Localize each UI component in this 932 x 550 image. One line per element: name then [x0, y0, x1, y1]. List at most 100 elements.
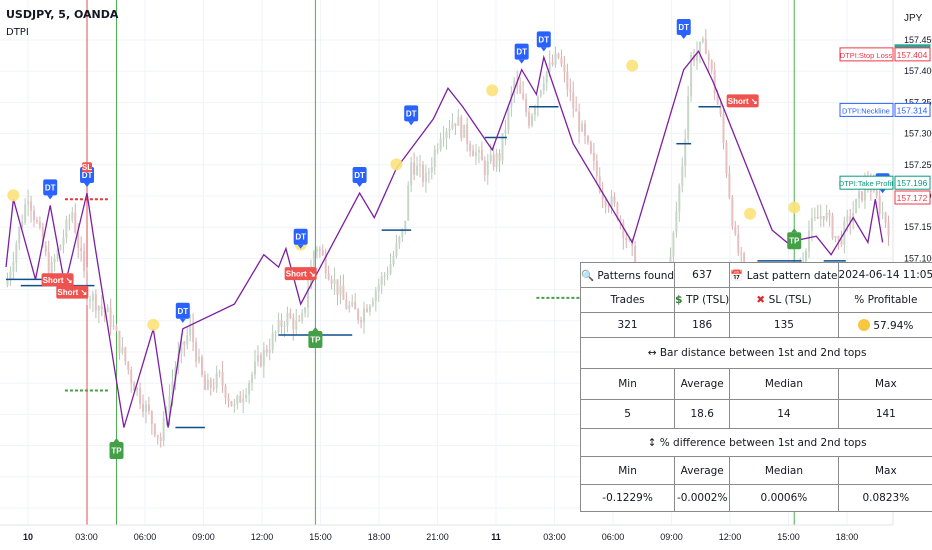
candle-body: [280, 320, 283, 327]
candle-body: [368, 305, 371, 312]
tp-marker: [787, 232, 802, 250]
candle-body: [262, 349, 265, 367]
indicator-name[interactable]: DTPI: [6, 27, 29, 38]
first-top-marker: [788, 201, 801, 214]
candle-body: [413, 162, 416, 175]
candle-body: [251, 374, 254, 384]
candle-body: [410, 162, 413, 186]
currency-label[interactable]: JPY: [904, 13, 923, 24]
candle-body: [195, 342, 198, 362]
candle-body: [383, 275, 386, 277]
candle-body: [268, 349, 271, 353]
series-tag: [839, 102, 894, 117]
candle-body: [849, 216, 852, 223]
pct-median: 0.0006%: [729, 484, 839, 512]
candle-body: [725, 142, 728, 174]
candle-body: [283, 325, 286, 327]
candle-body: [62, 237, 65, 246]
candle-body: [27, 201, 30, 205]
candle-body: [439, 138, 442, 149]
candle-body: [142, 403, 145, 412]
tp-pointer: [791, 228, 798, 233]
candle-body: [542, 83, 545, 91]
stats-row-pct-labels: Min Average Median Max: [579, 456, 932, 485]
candle-body: [256, 355, 259, 362]
time-tick-label: 18:00: [368, 532, 391, 542]
calendar-icon: 📅: [730, 269, 747, 282]
candle-body: [315, 249, 318, 252]
candle-body: [601, 191, 604, 200]
dt-marker-pointer: [47, 195, 54, 200]
price-tick-label: 157.250: [904, 160, 932, 170]
candle-body: [861, 191, 864, 201]
candle-body: [504, 129, 507, 133]
stats-row-bar-values: 5 18.6 14 141: [579, 399, 932, 429]
tp-value: 186: [674, 312, 731, 338]
candle-body: [690, 55, 693, 97]
candle-body: [209, 379, 212, 388]
candle-body: [416, 165, 419, 175]
price-tag-value: 157.196: [897, 178, 928, 188]
candle-body: [136, 388, 139, 392]
candle-body: [607, 205, 610, 208]
first-top-marker: [486, 84, 499, 97]
candle-body: [463, 124, 466, 138]
tp-pointer: [113, 437, 120, 442]
candle-body: [339, 285, 342, 295]
candle-body: [483, 160, 486, 176]
candle-body: [731, 197, 734, 227]
price-tick-label: 157.150: [904, 222, 932, 232]
candle-body: [560, 57, 563, 65]
candle-body: [156, 435, 159, 438]
candle-body: [336, 279, 339, 295]
candle-body: [198, 356, 201, 362]
candle-body: [153, 423, 156, 436]
candle-body: [424, 173, 427, 183]
candle-body: [536, 96, 539, 108]
candle-body: [578, 111, 581, 132]
dt-marker-text: DT: [354, 171, 365, 180]
stats-row-pct-title: ↕ % difference between 1st and 2nd tops: [579, 428, 932, 457]
candle-body: [298, 320, 301, 322]
candle-body: [242, 398, 245, 403]
tp-marker-text: TP: [111, 446, 122, 455]
candle-body: [307, 288, 310, 308]
candle-body: [192, 324, 195, 343]
price-tag-value: 157.314: [897, 105, 928, 115]
candle-body: [704, 38, 707, 54]
candle-body: [180, 341, 183, 354]
candle-body: [230, 401, 233, 406]
candle-body: [395, 243, 398, 257]
candle-body: [121, 347, 124, 353]
candle-body: [525, 98, 528, 113]
candle-body: [144, 404, 147, 412]
candle-body: [35, 220, 38, 222]
dt-marker-pointer: [179, 318, 186, 323]
bar-title: ↔ Bar distance between 1st and 2nd tops: [579, 337, 932, 369]
first-top-marker: [744, 207, 757, 220]
candle-body: [878, 195, 881, 214]
candle-body: [351, 301, 354, 306]
candle-body: [68, 219, 71, 221]
candle-body: [695, 52, 698, 61]
candle-body: [147, 404, 150, 412]
time-axis-panel[interactable]: [0, 525, 932, 550]
candle-body: [728, 173, 731, 198]
candle-body: [215, 373, 218, 388]
zigzag-line: [5, 49, 884, 428]
candle-body: [186, 335, 189, 345]
candle-body: [115, 325, 118, 331]
candle-body: [819, 216, 822, 219]
time-tick-label: 12:00: [719, 532, 742, 542]
candle-body: [548, 62, 551, 72]
candle-body: [253, 361, 256, 375]
candle-body: [837, 236, 840, 239]
pct-title: ↕ % difference between 1st and 2nd tops: [579, 428, 932, 457]
candle-body: [71, 212, 74, 220]
price-tick-label: 157.450: [904, 35, 932, 45]
time-tick-label: 10: [23, 532, 33, 542]
price-tick-label: 157.350: [904, 97, 932, 107]
candle-body: [522, 93, 525, 99]
bar-max-label: Max: [837, 368, 932, 400]
candle-body: [407, 185, 410, 221]
